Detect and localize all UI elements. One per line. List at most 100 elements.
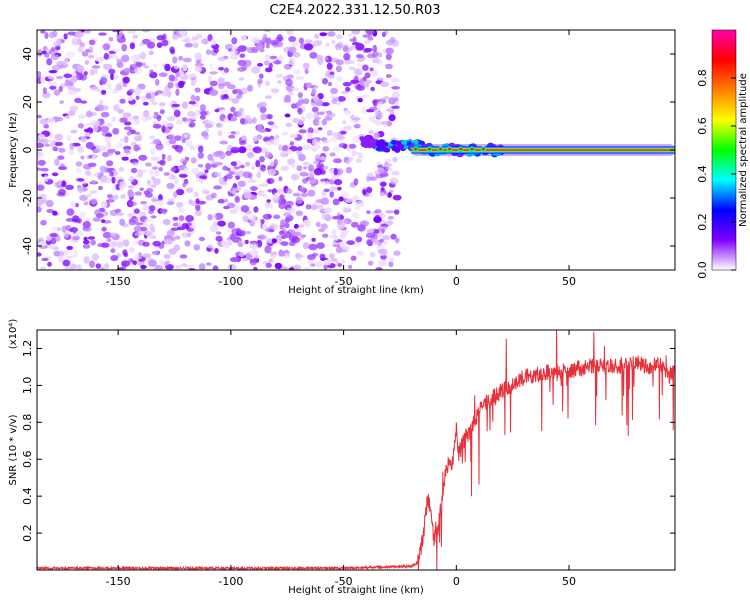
noise-speckle [352, 117, 361, 121]
noise-speckle [220, 109, 227, 115]
noise-speckle [98, 32, 107, 36]
noise-speckle [204, 123, 213, 128]
noise-speckle [389, 257, 395, 263]
noise-speckle [377, 52, 383, 58]
noise-speckle [280, 220, 285, 228]
noise-speckle [133, 118, 140, 126]
noise-speckle [89, 120, 96, 126]
noise-speckle [388, 167, 393, 172]
noise-speckle [201, 38, 210, 45]
noise-speckle [47, 139, 55, 143]
noise-speckle [250, 186, 258, 191]
noise-speckle [217, 86, 225, 90]
noise-speckle [372, 57, 380, 64]
noise-speckle [378, 225, 388, 231]
noise-speckle [82, 243, 91, 249]
noise-speckle [113, 194, 119, 200]
noise-speckle [76, 264, 82, 270]
noise-speckle [383, 123, 388, 128]
noise-speckle [309, 51, 318, 59]
noise-speckle [77, 178, 85, 182]
noise-speckle [287, 74, 294, 79]
noise-speckle [116, 212, 124, 216]
noise-speckle [64, 79, 71, 87]
noise-speckle [390, 233, 397, 240]
noise-speckle [288, 91, 294, 96]
noise-speckle [212, 213, 217, 221]
noise-speckle [72, 235, 80, 241]
noise-speckle [312, 40, 322, 47]
noise-speckle [188, 199, 193, 205]
noise-speckle [175, 88, 180, 96]
noise-speckle [156, 114, 162, 122]
noise-speckle [137, 83, 146, 90]
noise-speckle [239, 164, 245, 169]
noise-speckle [270, 88, 280, 93]
noise-speckle [177, 147, 183, 154]
noise-speckle [329, 186, 337, 192]
noise-speckle [80, 100, 88, 104]
noise-speckle [204, 169, 209, 173]
noise-speckle [137, 134, 143, 142]
noise-speckle [195, 210, 202, 217]
noise-speckle [95, 213, 104, 219]
noise-speckle [223, 118, 228, 124]
noise-speckle [178, 55, 184, 61]
noise-speckle [315, 222, 321, 227]
noise-speckle [130, 167, 138, 174]
noise-speckle [275, 73, 283, 79]
noise-speckle [41, 257, 49, 262]
noise-speckle [327, 31, 336, 37]
colorbar-tick-label: 0.4 [696, 165, 709, 183]
noise-speckle [217, 198, 226, 204]
noise-speckle [123, 67, 131, 73]
noise-speckle [158, 167, 163, 172]
noise-speckle [205, 262, 212, 266]
signal-blob [401, 140, 408, 145]
noise-speckle [383, 163, 393, 167]
noise-speckle [390, 105, 400, 110]
noise-speckle [40, 119, 48, 126]
noise-speckle [110, 248, 116, 253]
noise-speckle [212, 265, 219, 270]
noise-speckle [285, 78, 293, 87]
noise-speckle [392, 194, 402, 201]
noise-speckle [238, 252, 245, 258]
noise-speckle [66, 255, 74, 259]
noise-speckle [210, 39, 217, 46]
noise-speckle [140, 96, 148, 100]
noise-speckle [166, 90, 172, 98]
noise-speckle [75, 167, 82, 174]
y-tick-label: -40 [21, 237, 34, 255]
noise-speckle [114, 151, 121, 155]
noise-speckle [297, 146, 303, 152]
noise-speckle [275, 234, 283, 241]
noise-speckle [300, 192, 309, 198]
noise-speckle [227, 263, 237, 270]
noise-speckle [392, 156, 398, 163]
noise-speckle [70, 201, 76, 209]
noise-speckle [246, 231, 251, 235]
noise-speckle [385, 74, 392, 78]
noise-speckle [69, 142, 75, 150]
noise-speckle [305, 82, 312, 88]
noise-speckle [100, 77, 108, 85]
noise-speckle [119, 117, 127, 123]
noise-speckle [254, 254, 260, 260]
noise-speckle [181, 101, 189, 109]
noise-speckle [315, 260, 323, 268]
noise-speckle [37, 202, 43, 207]
noise-speckle [321, 213, 329, 220]
noise-speckle [381, 31, 386, 38]
noise-speckle [40, 30, 46, 34]
noise-speckle [323, 259, 332, 266]
noise-speckle [172, 216, 179, 221]
noise-speckle [317, 127, 323, 131]
noise-speckle [271, 238, 277, 243]
noise-speckle [326, 129, 333, 136]
noise-speckle [124, 121, 132, 126]
noise-speckle [389, 189, 394, 193]
noise-speckle [265, 37, 272, 44]
noise-speckle [286, 188, 293, 195]
noise-speckle [77, 114, 86, 119]
